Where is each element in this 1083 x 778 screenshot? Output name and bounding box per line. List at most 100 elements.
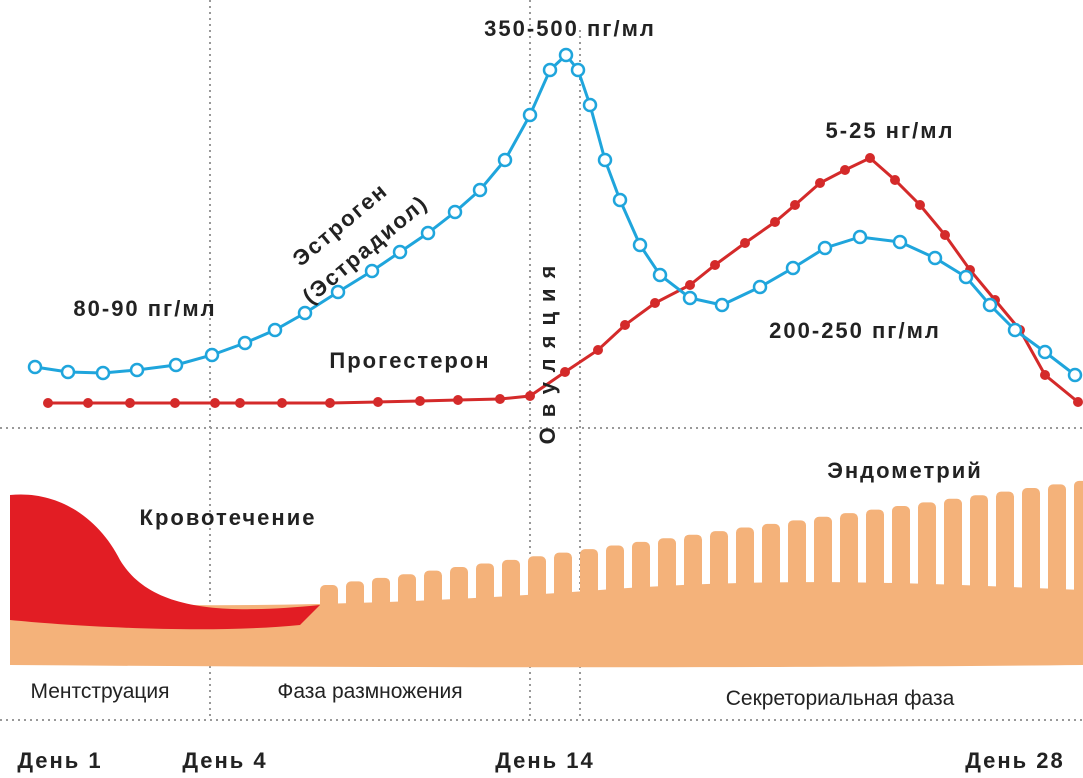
progesterone-dot [525, 391, 535, 401]
progesterone-dot [685, 280, 695, 290]
estrogen-dot [524, 109, 536, 121]
estrogen-dot [572, 64, 584, 76]
gland [502, 560, 520, 608]
estrogen-dot [474, 184, 486, 196]
gland [606, 545, 624, 606]
progesterone-dot [620, 320, 630, 330]
progesterone-dot [890, 175, 900, 185]
gland [1048, 484, 1066, 600]
day-label: День 1 [17, 748, 102, 773]
estrogen-dot [960, 271, 972, 283]
progesterone-dot [740, 238, 750, 248]
estrogen-dot [716, 299, 728, 311]
progesterone-dot [865, 153, 875, 163]
estrogen-dot [544, 64, 556, 76]
progesterone-dot [415, 396, 425, 406]
day-label: День 14 [495, 748, 595, 773]
phase-label: Ментструация [30, 680, 169, 703]
label: Прогестерон [329, 348, 490, 373]
progesterone-dot [815, 178, 825, 188]
gland [814, 517, 832, 604]
estrogen-dot [894, 236, 906, 248]
estrogen-dot [599, 154, 611, 166]
gland [398, 574, 416, 609]
estrogen-dot [62, 366, 74, 378]
estrogen-dot [29, 361, 41, 373]
gland [840, 513, 858, 603]
gland [736, 528, 754, 605]
estrogen-dot [929, 252, 941, 264]
gland [996, 492, 1014, 601]
progesterone-dot [650, 298, 660, 308]
progesterone-curve [48, 158, 1078, 403]
estrogen-dot [299, 307, 311, 319]
label: 5-25 нг/мл [826, 118, 955, 143]
progesterone-dot [770, 217, 780, 227]
day-label: День 4 [182, 748, 267, 773]
gland [918, 502, 936, 602]
phase-label: Фаза размножения [277, 680, 462, 703]
progesterone-dot [83, 398, 93, 408]
estrogen-dot [787, 262, 799, 274]
progesterone-dot [593, 345, 603, 355]
estrogen-dot [614, 194, 626, 206]
estrogen-dot [131, 364, 143, 376]
progesterone-dot [210, 398, 220, 408]
estrogen-dot [422, 227, 434, 239]
estrogen-dot [754, 281, 766, 293]
progesterone-dot [1040, 370, 1050, 380]
estrogen-dot [366, 265, 378, 277]
gland [1022, 488, 1040, 601]
gland [346, 581, 364, 609]
progesterone-dot [125, 398, 135, 408]
gland [450, 567, 468, 608]
progesterone-dot [710, 260, 720, 270]
progesterone-dot [373, 397, 383, 407]
phase-label: Секреториальная фаза [726, 687, 955, 710]
progesterone-dot [235, 398, 245, 408]
gland [970, 495, 988, 601]
gland [424, 571, 442, 609]
progesterone-dot [560, 367, 570, 377]
gland [762, 524, 780, 604]
estrogen-dot [654, 269, 666, 281]
estrogen-dot [239, 337, 251, 349]
estrogen-dot [684, 292, 696, 304]
diagram: 350-500 пг/мл 5-25 нг/мл 80-90 пг/мл 200… [0, 0, 1083, 778]
gland [372, 578, 390, 610]
estrogen-dot [394, 246, 406, 258]
estrogen-dot [1069, 369, 1081, 381]
progesterone-dot [43, 398, 53, 408]
estrogen-dot [499, 154, 511, 166]
day-label: День 28 [965, 748, 1065, 773]
label: Эндометрий [827, 458, 983, 483]
gland [658, 538, 676, 605]
gland [528, 556, 546, 607]
estrogen-dot [984, 299, 996, 311]
progesterone-dot [495, 394, 505, 404]
gland [866, 510, 884, 603]
estrogen-dot [634, 239, 646, 251]
estrogen-dot [560, 49, 572, 61]
gland [476, 563, 494, 608]
estrogen-dot [584, 99, 596, 111]
label: Кровотечение [140, 505, 317, 530]
label: 200-250 пг/мл [769, 318, 941, 343]
label: 350-500 пг/мл [484, 16, 656, 41]
estrogen-dot [1039, 346, 1051, 358]
estrogen-dot [819, 242, 831, 254]
progesterone-dot [940, 230, 950, 240]
progesterone-dot [170, 398, 180, 408]
gland [944, 499, 962, 602]
estrogen-dot [170, 359, 182, 371]
gland [320, 585, 338, 610]
estrogen-dot [97, 367, 109, 379]
gland [788, 520, 806, 604]
estrogen-dot [854, 231, 866, 243]
estrogen-dot [206, 349, 218, 361]
progesterone-dot [790, 200, 800, 210]
gland [632, 542, 650, 606]
gland [554, 553, 572, 607]
progesterone-dot [277, 398, 287, 408]
gland [580, 549, 598, 607]
